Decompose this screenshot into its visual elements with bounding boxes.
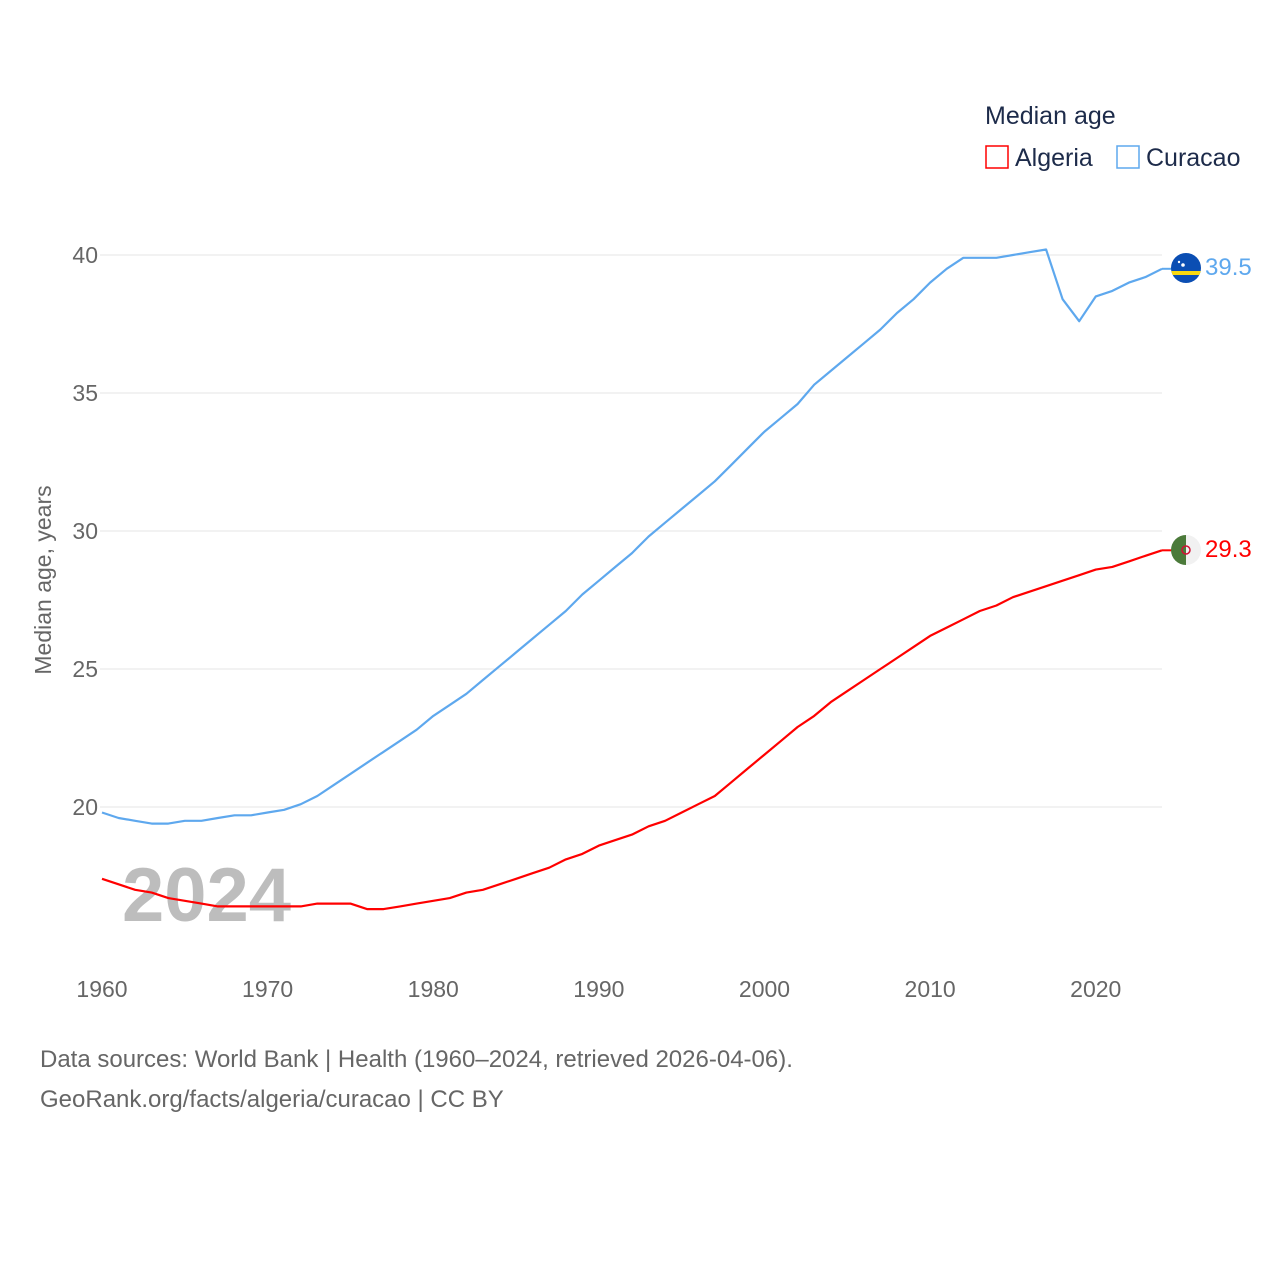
x-tick-label: 1960 bbox=[76, 976, 127, 1002]
y-tick-label: 20 bbox=[72, 794, 98, 820]
y-axis-ticks: 20 25 30 35 40 bbox=[72, 242, 98, 820]
line-curacao bbox=[101, 248, 1163, 825]
x-tick-label: 2010 bbox=[905, 976, 956, 1002]
x-tick-label: 1980 bbox=[408, 976, 459, 1002]
x-tick-label: 1970 bbox=[242, 976, 293, 1002]
series-lines bbox=[101, 248, 1172, 911]
x-tick-label: 2000 bbox=[739, 976, 790, 1002]
footer-sources: Data sources: World Bank | Health (1960–… bbox=[40, 1046, 793, 1073]
algeria-flag-icon bbox=[1171, 535, 1201, 565]
legend-label-algeria[interactable]: Algeria bbox=[1015, 144, 1093, 172]
y-tick-label: 30 bbox=[72, 518, 98, 544]
legend-title: Median age bbox=[985, 102, 1116, 130]
algeria-end-label: 29.3 bbox=[1205, 536, 1252, 563]
y-tick-label: 25 bbox=[72, 656, 98, 682]
legend-label-curacao[interactable]: Curacao bbox=[1146, 144, 1241, 172]
x-tick-label: 2020 bbox=[1070, 976, 1121, 1002]
footer-attribution[interactable]: GeoRank.org/facts/algeria/curacao | CC B… bbox=[40, 1086, 504, 1113]
gridlines bbox=[100, 254, 1162, 808]
year-watermark: 2024 bbox=[122, 853, 291, 938]
y-tick-label: 40 bbox=[72, 242, 98, 268]
legend-swatch-curacao[interactable] bbox=[1116, 145, 1140, 169]
x-axis-ticks: 1960 1970 1980 1990 2000 2010 2020 bbox=[76, 976, 1121, 1002]
y-axis-title: Median age, years bbox=[30, 485, 56, 674]
legend: Median age Algeria Curacao bbox=[985, 102, 1241, 172]
curacao-flag-icon bbox=[1171, 253, 1201, 283]
line-algeria bbox=[101, 549, 1163, 911]
y-tick-label: 35 bbox=[72, 380, 98, 406]
x-tick-label: 1990 bbox=[573, 976, 624, 1002]
legend-swatch-algeria[interactable] bbox=[985, 145, 1009, 169]
curacao-end-label: 39.5 bbox=[1205, 254, 1252, 281]
